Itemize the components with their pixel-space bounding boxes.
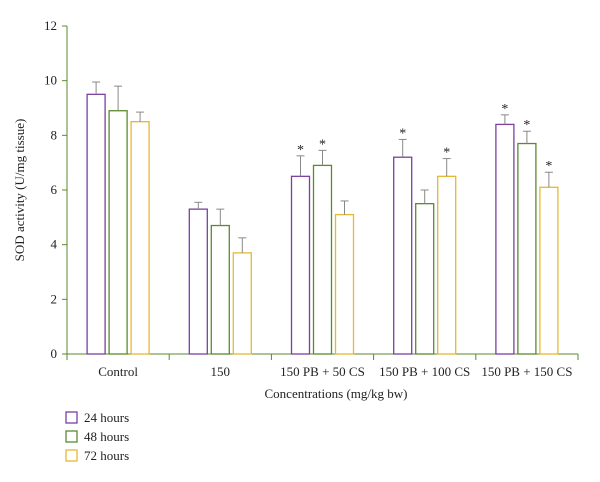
bar bbox=[232, 252, 252, 355]
significance-marker: * bbox=[399, 126, 406, 141]
significance-marker: * bbox=[443, 146, 450, 161]
y-tick-label: 4 bbox=[51, 237, 58, 252]
x-category-label: 150 bbox=[211, 364, 231, 379]
x-category-label: Control bbox=[98, 364, 138, 379]
bar bbox=[437, 175, 457, 355]
bar bbox=[86, 93, 106, 355]
bar bbox=[130, 121, 150, 355]
significance-marker: * bbox=[501, 102, 508, 117]
significance-marker: * bbox=[545, 159, 552, 174]
bar bbox=[188, 208, 208, 355]
y-tick-label: 12 bbox=[44, 18, 57, 33]
significance-marker: * bbox=[523, 118, 530, 133]
bar bbox=[210, 224, 230, 355]
legend-label: 24 hours bbox=[84, 410, 129, 425]
y-tick-label: 6 bbox=[51, 182, 58, 197]
x-category-label: 150 PB + 100 CS bbox=[379, 364, 470, 379]
y-tick-label: 8 bbox=[51, 127, 58, 142]
y-tick-label: 10 bbox=[44, 73, 57, 88]
significance-marker: * bbox=[319, 137, 326, 152]
x-axis-title: Concentrations (mg/kg bw) bbox=[265, 386, 408, 401]
y-tick-label: 0 bbox=[51, 346, 58, 361]
bar bbox=[517, 142, 537, 355]
y-axis: 0 2 4 6 8 10 12 bbox=[44, 18, 68, 361]
bar bbox=[334, 213, 355, 355]
bar bbox=[290, 175, 311, 355]
legend-label: 48 hours bbox=[84, 429, 129, 444]
bar bbox=[393, 156, 413, 355]
bars: * * * * * * * bbox=[86, 81, 559, 355]
legend: 24 hours 48 hours 72 hours bbox=[65, 410, 129, 463]
legend-swatch bbox=[65, 411, 78, 424]
y-tick-label: 2 bbox=[51, 291, 58, 306]
y-axis-title: SOD activity (U/mg tissue) bbox=[12, 119, 27, 262]
bar bbox=[312, 164, 333, 355]
bar bbox=[495, 123, 515, 355]
bar bbox=[415, 203, 435, 355]
x-axis: Control 150 150 PB + 50 CS 150 PB + 100 CS 1… bbox=[66, 353, 579, 379]
legend-swatch bbox=[65, 430, 78, 443]
bar bbox=[539, 186, 559, 355]
legend-swatch bbox=[65, 449, 78, 462]
x-category-label: 150 PB + 50 CS bbox=[280, 364, 365, 379]
legend-label: 72 hours bbox=[84, 448, 129, 463]
significance-marker: * bbox=[297, 143, 304, 158]
bar bbox=[108, 110, 128, 355]
x-category-label: 150 PB + 150 CS bbox=[481, 364, 572, 379]
